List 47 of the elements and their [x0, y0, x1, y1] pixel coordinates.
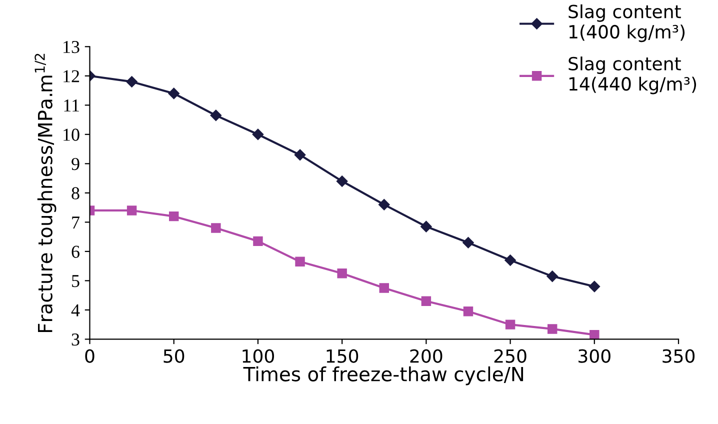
point [294, 149, 306, 160]
point [211, 223, 221, 233]
point [546, 270, 558, 282]
point [421, 296, 432, 306]
point [126, 76, 138, 88]
y-tick-label: 12 [64, 70, 80, 82]
y-tick-label: 9 [72, 158, 80, 170]
x-tick-label: 250 [494, 349, 526, 363]
y-tick-label: 13 [64, 40, 80, 54]
y-tick-label: 11 [64, 99, 79, 112]
point [590, 330, 600, 340]
x-tick-label: 50 [164, 349, 184, 363]
legend-label: Slag content 14(440 kg/m³) [568, 56, 696, 94]
x-tick-label: 100 [242, 349, 274, 363]
point [504, 254, 516, 266]
x-tick-label: 0 [85, 349, 94, 363]
point [295, 256, 305, 267]
point [505, 320, 516, 330]
y-tick-label: 3 [72, 334, 80, 346]
x-tick-label: 200 [410, 349, 442, 363]
y-tick-label: 6 [72, 246, 80, 258]
y-tick-label: 7 [72, 216, 80, 228]
point [420, 220, 432, 232]
point [253, 236, 263, 246]
point [463, 306, 474, 316]
y-tick-label: 4 [71, 304, 80, 316]
point [337, 268, 347, 278]
point [547, 324, 558, 334]
x-tick-label: 350 [662, 349, 695, 363]
x-tick-label: 150 [326, 349, 358, 363]
point [168, 88, 180, 100]
point [588, 280, 600, 292]
legend-label: Slag content 1(400 kg/m³) [568, 4, 685, 42]
point [210, 110, 222, 121]
point [252, 128, 264, 140]
y-tick-label: 10 [64, 128, 80, 141]
point [462, 237, 474, 248]
y-axis-title: Fracture toughness/MPa.m$^{1/2}$ [34, 54, 56, 332]
point [126, 206, 137, 216]
x-axis-title: Times of freeze-thaw cycle/N [243, 366, 524, 386]
y-tick-label: 5 [72, 275, 80, 288]
point [378, 199, 390, 210]
y-tick-label: 8 [72, 187, 80, 200]
point [336, 176, 348, 187]
point [168, 211, 179, 222]
point [379, 283, 389, 293]
x-tick-label: 300 [578, 349, 610, 363]
